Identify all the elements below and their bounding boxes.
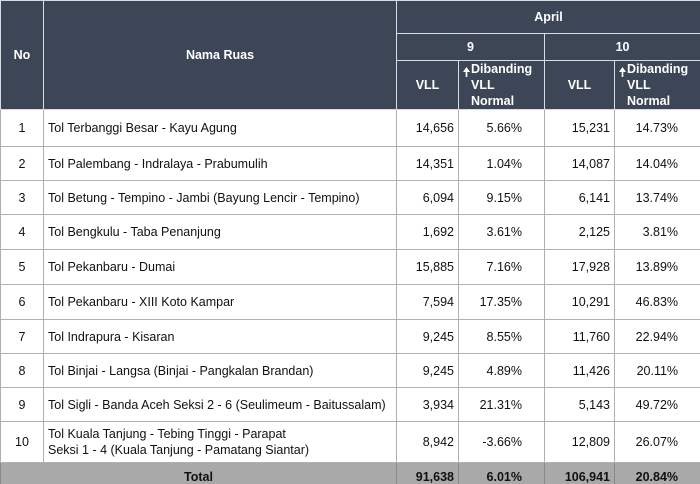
table-row: 9 Tol Sigli - Banda Aceh Seksi 2 - 6 (Seu… [0, 387, 700, 422]
pct-value: 1.04% [458, 146, 545, 181]
header-no: No [0, 0, 44, 110]
pct-value: 4.89% [458, 353, 545, 388]
pct-value: 20.11% [613, 353, 700, 388]
table-row: 7 Tol Indrapura - Kisaran 9,245 8.55% 11,760… [0, 319, 700, 354]
vll-value: 9,245 [396, 353, 459, 388]
header-period: April [395, 0, 700, 34]
road-name: Tol Terbanggi Besar - Kayu Agung [43, 109, 397, 147]
pct-value: 22.94% [613, 319, 700, 354]
vll-value: 6,094 [396, 180, 459, 215]
header-dibanding-text: Dibanding VLL Normal [471, 62, 533, 108]
header-dibanding-text: Dibanding VLL Normal [627, 62, 689, 108]
pct-value: 17.35% [458, 284, 545, 320]
road-name: Tol Palembang - Indralaya - Prabumulih [43, 146, 397, 181]
road-name: Tol Pekanbaru - Dumai [43, 249, 397, 285]
total-label: Total [0, 462, 397, 484]
table-row: 3 Tol Betung - Tempino - Jambi (Bayung Le… [0, 180, 700, 215]
road-name: Tol Bengkulu - Taba Penanjung [43, 214, 397, 250]
vll-value: 9,245 [396, 319, 459, 354]
vll-value: 1,692 [396, 214, 459, 250]
vll-value: 11,760 [544, 319, 615, 354]
pct-total: 20.84% [613, 462, 700, 484]
pct-value: 5.66% [458, 109, 545, 147]
header-nama-ruas: Nama Ruas [43, 0, 397, 110]
pct-value: 13.89% [613, 249, 700, 285]
row-no: 5 [0, 249, 44, 285]
vll-value: 14,656 [396, 109, 459, 147]
road-name: Tol Betung - Tempino - Jambi (Bayung Len… [43, 180, 397, 215]
header-day: 9 [396, 33, 545, 61]
road-name: Tol Kuala Tanjung - Tebing Tinggi - Para… [43, 421, 397, 463]
pct-value: 46.83% [613, 284, 700, 320]
header-day: 10 [543, 33, 700, 61]
table-row: 6 Tol Pekanbaru - XIII Koto Kampar 7,594 17… [0, 284, 700, 320]
vll-value: 17,928 [544, 249, 615, 285]
row-no: 6 [0, 284, 44, 320]
arrow-icon [463, 67, 470, 77]
pct-value: 7.16% [458, 249, 545, 285]
vll-value: 14,351 [396, 146, 459, 181]
vll-total: 91,638 [396, 462, 459, 484]
road-name: Tol Pekanbaru - XIII Koto Kampar [43, 284, 397, 320]
vll-value: 15,231 [544, 109, 615, 147]
pct-value: 14.73% [613, 109, 700, 147]
table-body: 1 Tol Terbanggi Besar - Kayu Agung 14,656 5… [0, 109, 700, 484]
pct-value: 21.31% [458, 387, 545, 422]
pct-value: 26.07% [613, 421, 700, 463]
vll-value: 11,426 [544, 353, 615, 388]
row-no: 3 [0, 180, 44, 215]
vll-value: 15,885 [396, 249, 459, 285]
row-no: 9 [0, 387, 44, 422]
pct-value: 14.04% [613, 146, 700, 181]
vll-total: 106,941 [544, 462, 615, 484]
vll-value: 5,143 [544, 387, 615, 422]
table-row: 4 Tol Bengkulu - Taba Penanjung 1,692 3.61%… [0, 214, 700, 250]
pct-value: 3.81% [613, 214, 700, 250]
pct-value: 8.55% [458, 319, 545, 354]
row-no: 10 [0, 421, 44, 463]
header-dibanding: Dibanding VLL Normal [458, 60, 545, 110]
vll-value: 3,934 [396, 387, 459, 422]
table-row: 10 Tol Kuala Tanjung - Tebing Tinggi - Pa… [0, 421, 700, 463]
row-no: 8 [0, 353, 44, 388]
table-row: 2 Tol Palembang - Indralaya - Prabumulih 1… [0, 146, 700, 181]
vll-value: 8,942 [396, 421, 459, 463]
vll-value: 10,291 [544, 284, 615, 320]
vll-value: 12,809 [544, 421, 615, 463]
arrow-icon [619, 67, 626, 77]
pct-value: 3.61% [458, 214, 545, 250]
vll-value: 2,125 [544, 214, 615, 250]
row-no: 2 [0, 146, 44, 181]
pct-value: -3.66% [458, 421, 545, 463]
road-name: Tol Binjai - Langsa (Binjai - Pangkalan … [43, 353, 397, 388]
row-no: 1 [0, 109, 44, 147]
road-name: Tol Sigli - Banda Aceh Seksi 2 - 6 (Seul… [43, 387, 397, 422]
table-row: 8 Tol Binjai - Langsa (Binjai - Pangkalan… [0, 353, 700, 388]
table-row: 5 Tol Pekanbaru - Dumai 15,885 7.16% 17,928 1… [0, 249, 700, 285]
vll-value: 6,141 [544, 180, 615, 215]
table-row: 1 Tol Terbanggi Besar - Kayu Agung 14,656 5… [0, 109, 700, 147]
pct-total: 6.01% [458, 462, 545, 484]
vll-value: 14,087 [544, 146, 615, 181]
row-no: 4 [0, 214, 44, 250]
header-dibanding: Dibanding VLL Normal [613, 60, 700, 110]
pct-value: 9.15% [458, 180, 545, 215]
vll-value: 7,594 [396, 284, 459, 320]
row-no: 7 [0, 319, 44, 354]
total-row: Total 91,638 6.01% 106,941 20.84% [0, 462, 700, 484]
pct-value: 13.74% [613, 180, 700, 215]
pct-value: 49.72% [613, 387, 700, 422]
road-name: Tol Indrapura - Kisaran [43, 319, 397, 354]
header-vll: VLL [396, 60, 459, 110]
header-vll: VLL [544, 60, 615, 110]
